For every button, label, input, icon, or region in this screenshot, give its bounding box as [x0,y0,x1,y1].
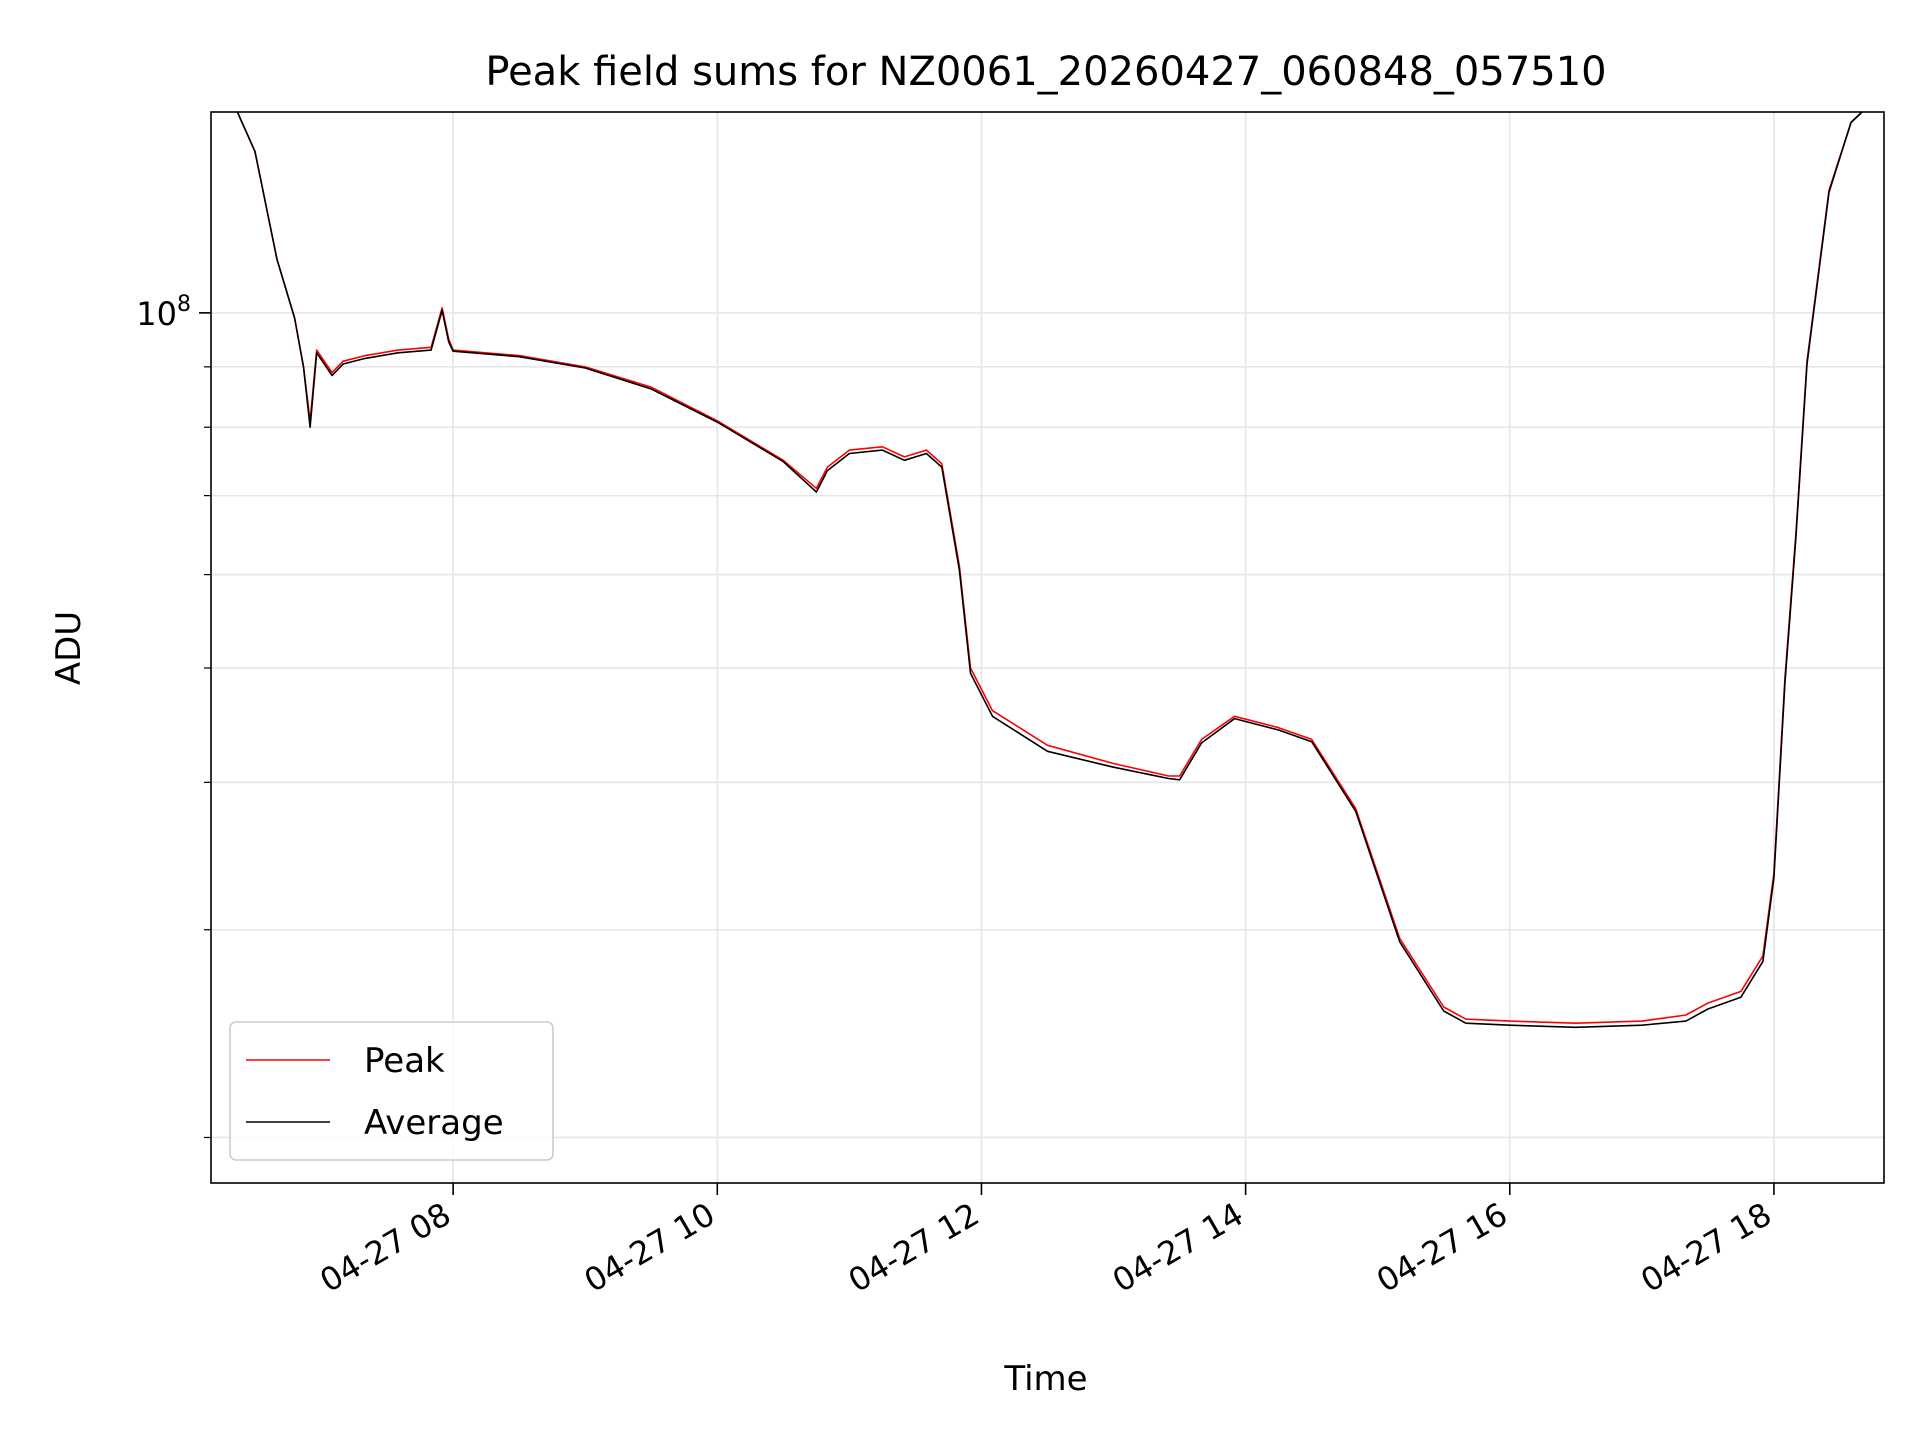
legend-label-average: Average [364,1103,504,1143]
plot-frame [210,111,1885,1184]
chart-title: Peak field sums for NZ0061_20260427_0608… [485,49,1606,95]
series-layer [236,111,1863,1029]
legend-label-peak: Peak [364,1041,445,1081]
legend: Peak Average [229,1021,554,1161]
y-axis: 108 [136,292,211,1139]
x-axis-label: Time [1003,1359,1087,1399]
plot-area [210,111,1885,1184]
legend-box [229,1021,554,1161]
plot-background [211,112,1884,1183]
y-tick-label: 108 [136,292,191,333]
y-axis-label: ADU [49,611,89,685]
series-line-average [236,111,1863,1029]
grid [211,112,1884,1183]
